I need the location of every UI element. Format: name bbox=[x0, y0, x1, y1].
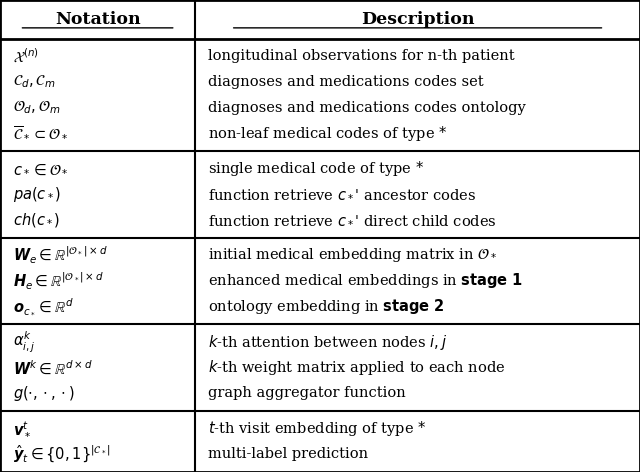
Text: diagnoses and medications codes set: diagnoses and medications codes set bbox=[208, 75, 484, 89]
Text: $\alpha_{i,j}^{k}$: $\alpha_{i,j}^{k}$ bbox=[13, 329, 35, 354]
Text: $\boldsymbol{v}_*^t$: $\boldsymbol{v}_*^t$ bbox=[13, 420, 31, 437]
Text: $pa(c_*)$: $pa(c_*)$ bbox=[13, 185, 61, 204]
Text: Description: Description bbox=[361, 11, 474, 28]
Text: single medical code of type $*$: single medical code of type $*$ bbox=[208, 159, 424, 178]
Text: multi-label prediction: multi-label prediction bbox=[208, 447, 368, 461]
Text: $\boldsymbol{W}^k \in \mathbb{R}^{d \times d}$: $\boldsymbol{W}^k \in \mathbb{R}^{d \tim… bbox=[13, 359, 92, 377]
Text: longitudinal observations for n-th patient: longitudinal observations for n-th patie… bbox=[208, 50, 515, 63]
Text: $\boldsymbol{o}_{c_*} \in \mathbb{R}^{d}$: $\boldsymbol{o}_{c_*} \in \mathbb{R}^{d}… bbox=[13, 296, 74, 316]
Text: initial medical embedding matrix in $\mathcal{O}_*$: initial medical embedding matrix in $\ma… bbox=[208, 246, 497, 264]
Text: $\mathcal{C}_d, \mathcal{C}_m$: $\mathcal{C}_d, \mathcal{C}_m$ bbox=[13, 74, 56, 90]
Text: graph aggregator function: graph aggregator function bbox=[208, 386, 406, 400]
Text: $\boldsymbol{W}_e \in \mathbb{R}^{|\mathcal{O}_*| \times d}$: $\boldsymbol{W}_e \in \mathbb{R}^{|\math… bbox=[13, 244, 108, 266]
Text: $\mathcal{X}^{(n)}$: $\mathcal{X}^{(n)}$ bbox=[13, 47, 38, 66]
Text: enhanced medical embeddings in $\mathbf{stage\ 1}$: enhanced medical embeddings in $\mathbf{… bbox=[208, 271, 523, 290]
Text: $\hat{\boldsymbol{y}}_t \in \{0, 1\}^{|\mathcal{C}_*|}$: $\hat{\boldsymbol{y}}_t \in \{0, 1\}^{|\… bbox=[13, 444, 111, 465]
Text: non-leaf medical codes of type $*$: non-leaf medical codes of type $*$ bbox=[208, 124, 447, 143]
Text: Notation: Notation bbox=[55, 11, 140, 28]
Text: $k$-th weight matrix applied to each node: $k$-th weight matrix applied to each nod… bbox=[208, 358, 506, 377]
Text: $\boldsymbol{H}_e \in \mathbb{R}^{|\mathcal{O}_*| \times d}$: $\boldsymbol{H}_e \in \mathbb{R}^{|\math… bbox=[13, 270, 104, 292]
Text: $\mathcal{O}_d, \mathcal{O}_m$: $\mathcal{O}_d, \mathcal{O}_m$ bbox=[13, 99, 60, 117]
Text: $k$-th attention between nodes $i, j$: $k$-th attention between nodes $i, j$ bbox=[208, 332, 447, 352]
Text: $ch(c_*)$: $ch(c_*)$ bbox=[13, 211, 60, 229]
Text: ontology embedding in $\mathbf{stage\ 2}$: ontology embedding in $\mathbf{stage\ 2}… bbox=[208, 297, 444, 316]
Text: diagnoses and medications codes ontology: diagnoses and medications codes ontology bbox=[208, 101, 525, 115]
Text: $g(\cdot, \cdot, \cdot)$: $g(\cdot, \cdot, \cdot)$ bbox=[13, 384, 74, 403]
Text: $t$-th visit embedding of type $*$: $t$-th visit embedding of type $*$ bbox=[208, 419, 426, 438]
Text: $c_* \in \mathcal{O}_*$: $c_* \in \mathcal{O}_*$ bbox=[13, 161, 68, 176]
Text: function retrieve $c_*$' direct child codes: function retrieve $c_*$' direct child co… bbox=[208, 213, 497, 227]
Text: $\overline{\mathcal{C}}_* \subset \mathcal{O}_*$: $\overline{\mathcal{C}}_* \subset \mathc… bbox=[13, 126, 68, 141]
Text: function retrieve $c_*$' ancestor codes: function retrieve $c_*$' ancestor codes bbox=[208, 187, 476, 201]
